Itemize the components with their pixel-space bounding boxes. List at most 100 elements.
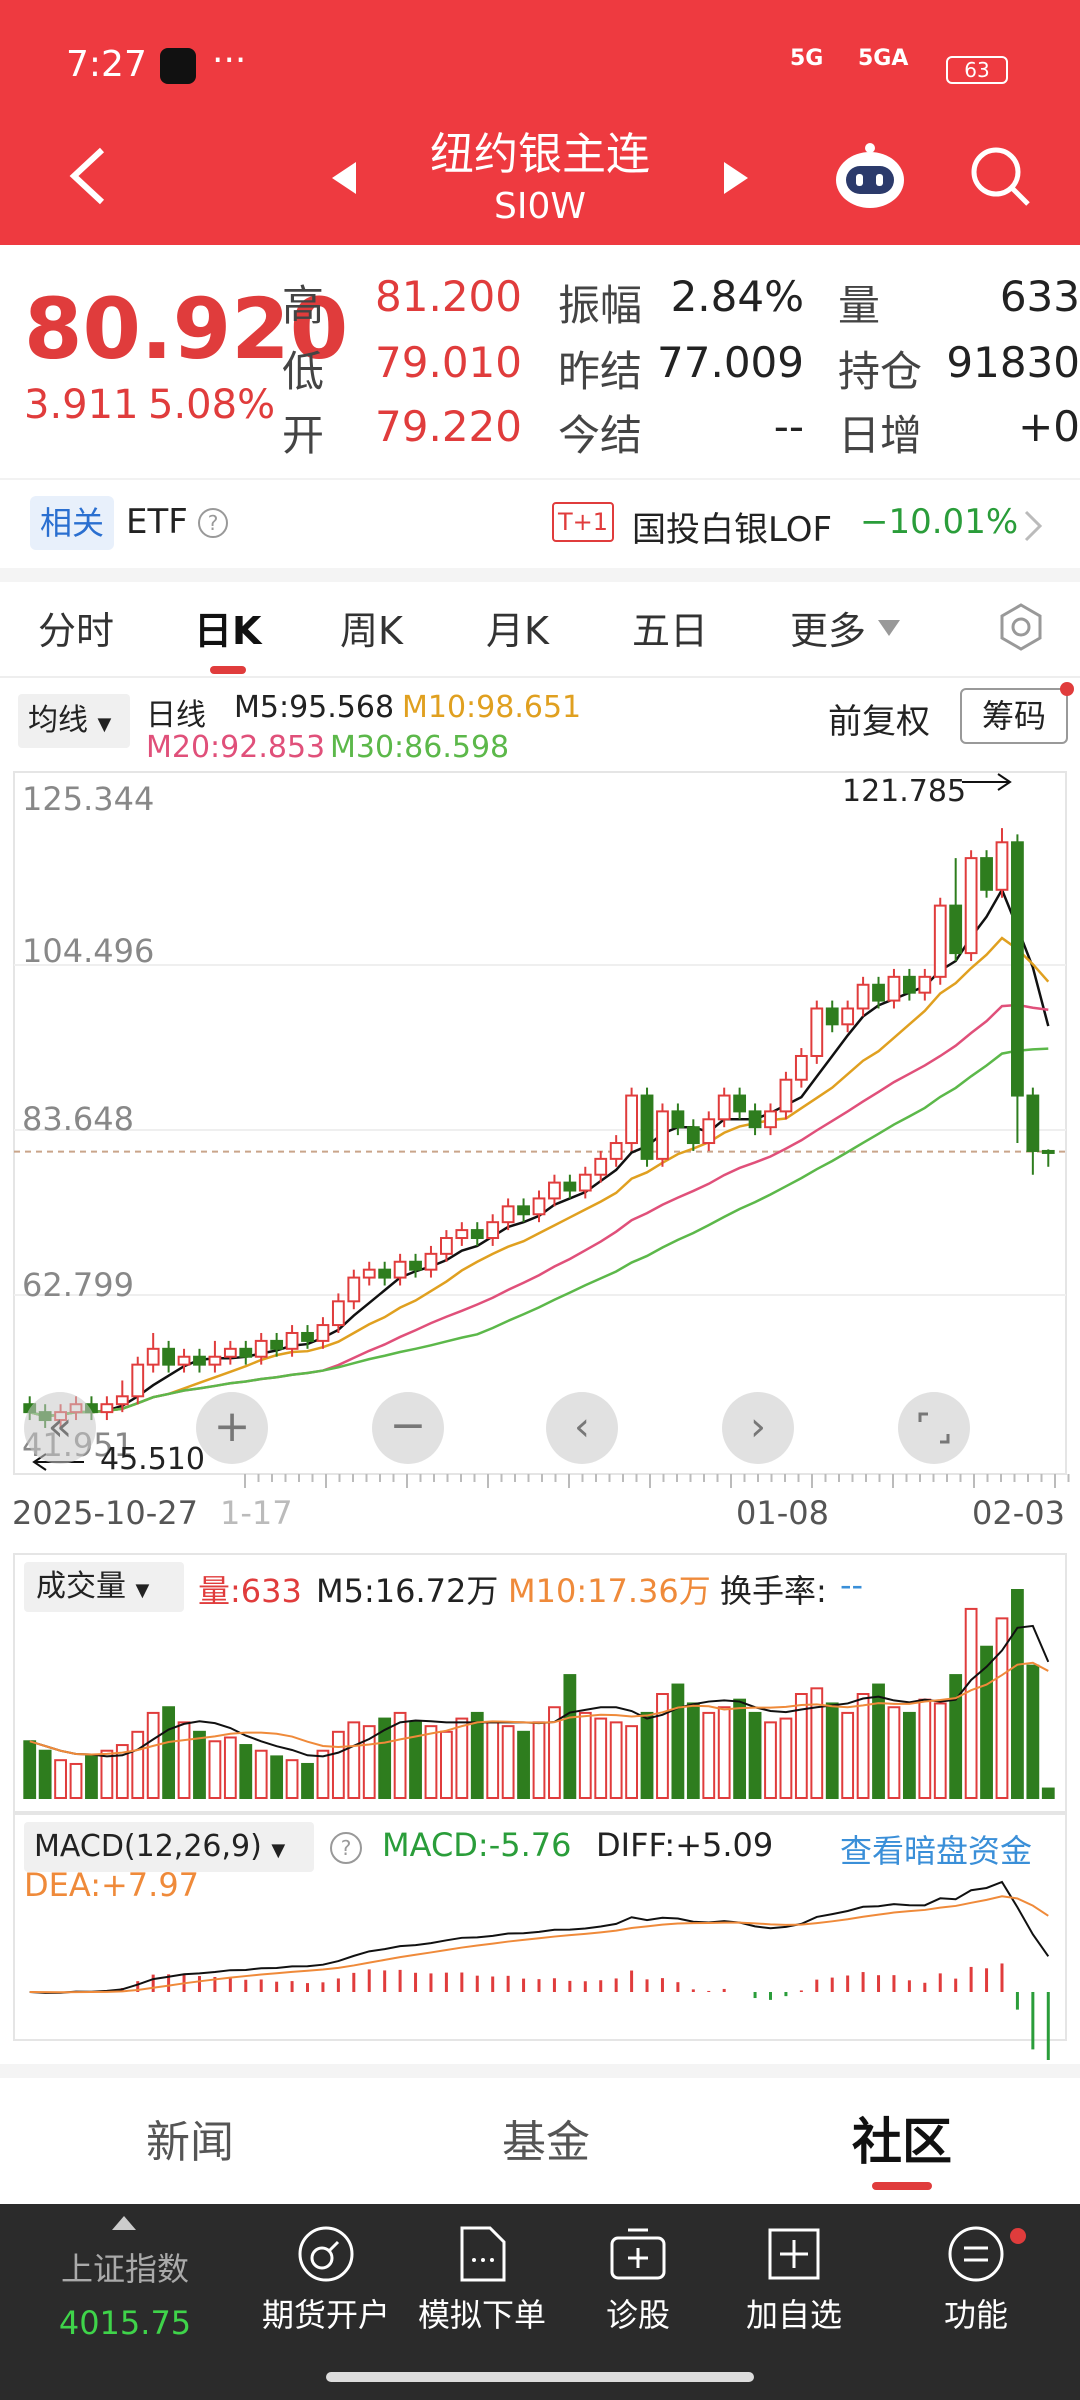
back-icon[interactable] <box>64 144 112 208</box>
y-tick-1: 104.496 <box>22 932 155 970</box>
volume-bar <box>193 1730 206 1799</box>
kline-chart-area[interactable] <box>0 770 1080 2060</box>
candle-body <box>887 975 901 1002</box>
volume-ma10-line <box>29 1661 1049 1756</box>
zoom-in-button[interactable]: + <box>196 1392 268 1464</box>
macd-selector-label: MACD(12,26,9) <box>34 1829 262 1864</box>
section-gap <box>0 568 1080 582</box>
function-button[interactable]: 功能 <box>943 2296 1008 2334</box>
candle-body <box>501 1205 515 1224</box>
macd-help-icon[interactable]: ? <box>330 1832 362 1864</box>
fullscreen-button[interactable] <box>898 1392 970 1464</box>
volume-bar <box>208 1740 222 1799</box>
candle-body <box>455 1229 469 1240</box>
candle-body <box>362 1268 376 1279</box>
volume-bar <box>486 1721 500 1800</box>
dea-value: DEA:+7.97 <box>24 1866 200 1904</box>
tab-daily-k[interactable]: 日K <box>194 609 262 653</box>
volume-bar <box>1026 1664 1040 1799</box>
simulated-order-button[interactable]: 模拟下单 <box>417 2296 546 2334</box>
turnover-value: -- <box>840 1566 864 1604</box>
section-gap <box>0 2064 1080 2078</box>
help-icon[interactable]: ? <box>198 508 228 538</box>
volume-bar <box>810 1687 824 1799</box>
prev-settle-value: 77.009 <box>657 338 804 387</box>
volume-bar <box>887 1706 901 1800</box>
add-watchlist-icon <box>768 2228 820 2280</box>
candle-body <box>918 975 932 994</box>
nav-news[interactable]: 新闻 <box>146 2117 234 2168</box>
candle-body <box>980 857 993 891</box>
tab-weekly-k[interactable]: 周K <box>340 609 403 653</box>
related-fund-name[interactable]: 国投白银LOF <box>632 510 833 550</box>
prev-contract-icon[interactable] <box>330 160 358 196</box>
candle-body <box>378 1268 392 1279</box>
candle-body <box>949 904 963 955</box>
candle-body <box>933 904 947 978</box>
tab-monthly-k[interactable]: 月K <box>486 609 549 653</box>
volume-bar <box>532 1721 546 1800</box>
volume-bar <box>177 1721 191 1800</box>
chevron-right-icon[interactable] <box>1022 508 1046 544</box>
volume-bar <box>100 1749 114 1800</box>
volume-selector[interactable]: 成交量 ▼ <box>24 1562 184 1612</box>
volume-bar <box>563 1674 577 1799</box>
volume-bar <box>825 1702 839 1799</box>
scroll-start-button[interactable]: « <box>24 1392 96 1464</box>
nav-fund[interactable]: 基金 <box>502 2117 590 2168</box>
diff-line <box>29 1880 1050 1994</box>
volume-bar <box>115 1744 129 1800</box>
index-label[interactable]: 上证指数 <box>60 2250 189 2288</box>
volume-bar <box>594 1717 608 1800</box>
volume-bar <box>69 1762 83 1799</box>
high-label: 高 <box>282 281 325 330</box>
daily-increase-label: 日增 <box>838 411 923 460</box>
tab-five-day[interactable]: 五日 <box>632 609 709 653</box>
candle-body <box>409 1260 422 1271</box>
low-label: 低 <box>282 347 325 396</box>
tab-intraday[interactable]: 分时 <box>38 609 115 653</box>
scroll-left-button[interactable]: ‹ <box>546 1392 618 1464</box>
dark-pool-link[interactable]: 查看暗盘资金 <box>840 1832 1033 1870</box>
volume-bar <box>239 1744 253 1800</box>
adjust-mode[interactable]: 前复权 <box>828 702 930 742</box>
volume-m5: M5:16.72万 <box>316 1572 499 1610</box>
notification-dot <box>1060 682 1074 696</box>
etf-label[interactable]: ETF <box>126 502 188 542</box>
candle-body <box>440 1237 453 1255</box>
nav-community[interactable]: 社区 <box>852 2113 952 2171</box>
open-value: 79.220 <box>375 402 522 451</box>
ma30-line <box>29 1047 1049 1418</box>
candle-body <box>717 1094 731 1121</box>
tab-more[interactable]: 更多 <box>790 609 867 653</box>
macd-selector[interactable]: MACD(12,26,9) ▼ <box>24 1822 314 1872</box>
expand-up-icon[interactable] <box>110 2214 138 2232</box>
robot-assistant-icon[interactable] <box>832 140 908 212</box>
add-watchlist-button[interactable]: 加自选 <box>745 2296 842 2334</box>
volume-bar <box>362 1725 376 1799</box>
futures-account-button[interactable]: 期货开户 <box>261 2296 390 2334</box>
ma-selector[interactable]: 均线 ▼ <box>18 694 130 748</box>
candle-body <box>162 1347 176 1366</box>
volume-bar <box>378 1717 392 1800</box>
candle-body <box>872 983 885 1002</box>
volume-bar <box>254 1749 268 1800</box>
candle-body <box>177 1355 191 1366</box>
zoom-out-button[interactable]: − <box>372 1392 444 1464</box>
price-change-pct: 5.08% <box>148 382 276 428</box>
max-arrow-head <box>997 773 1012 791</box>
volume-bar <box>671 1683 685 1800</box>
volume-bar <box>794 1693 808 1799</box>
scroll-right-button[interactable]: › <box>722 1392 794 1464</box>
stock-diagnosis-button[interactable]: 诊股 <box>605 2296 670 2334</box>
settings-icon[interactable] <box>996 602 1046 652</box>
volume-bar <box>285 1759 299 1800</box>
price-change: 3.911 <box>24 382 139 428</box>
x-tick-2: 01-08 <box>736 1494 829 1532</box>
volume-bar <box>841 1711 855 1800</box>
volume-bar <box>548 1706 561 1800</box>
chips-button[interactable]: 筹码 <box>960 688 1068 744</box>
next-contract-icon[interactable] <box>722 160 750 196</box>
search-icon[interactable] <box>968 144 1032 208</box>
